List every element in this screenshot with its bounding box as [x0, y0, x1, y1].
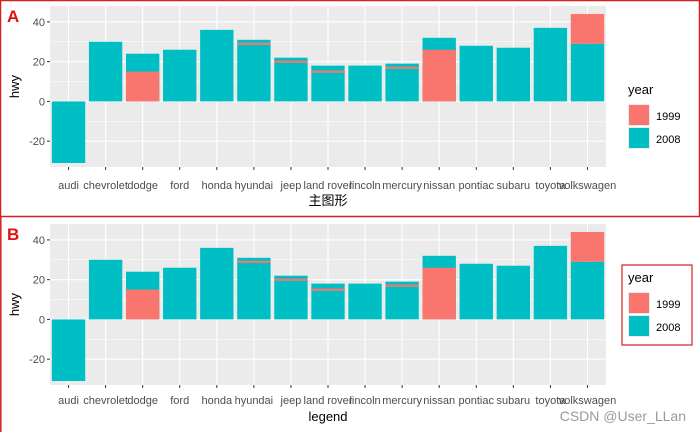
- bar-2008-lincoln: [348, 283, 382, 320]
- bar-1999-dodge: [125, 289, 160, 320]
- bar-1999-dodge: [125, 71, 160, 102]
- x-tick-label: toyota: [535, 395, 566, 407]
- bar-2008-pontiac: [459, 45, 493, 102]
- bar-2008-chevrolet: [88, 259, 123, 320]
- watermark: CSDN @User_LLan: [559, 408, 686, 424]
- chart-panel-b: -20 0 20 40 audi chevrolet dodge ford honda hyund…: [7, 224, 693, 424]
- x-tick-label: dodge: [127, 180, 158, 192]
- legend: year 1999 2008: [628, 82, 680, 149]
- bar-1999-hyundai: [237, 260, 271, 263]
- x-tick-label: audi: [58, 180, 79, 192]
- x-tick-label: volkswagen: [559, 180, 616, 192]
- y-tick-label: 0: [39, 314, 45, 326]
- x-tick-label: pontiac: [459, 180, 495, 192]
- x-tick-label: land rover: [304, 180, 353, 192]
- bar-2008-audi: [51, 101, 86, 164]
- legend-key-2008: [629, 128, 649, 148]
- bar-2008-subaru: [496, 265, 531, 320]
- y-tick-label: 40: [33, 235, 45, 247]
- legend: year 1999 2008: [621, 264, 693, 346]
- x-tick-label: nissan: [423, 395, 455, 407]
- x-tick-label: pontiac: [459, 395, 495, 407]
- legend-label-2008: 2008: [656, 322, 680, 334]
- bar-2008-toyota: [533, 245, 568, 320]
- bar-2008-honda: [200, 29, 234, 102]
- legend-key-1999: [629, 105, 649, 125]
- x-tick-label: lincoln: [349, 180, 380, 192]
- x-tick-label: toyota: [535, 180, 566, 192]
- y-axis-title: hwy: [7, 74, 22, 98]
- panel-label: A: [7, 7, 19, 26]
- bar-1999-hyundai: [237, 42, 271, 45]
- y-tick-label: 20: [33, 275, 45, 287]
- bar-1999-nissan: [422, 49, 456, 102]
- legend-label-2008: 2008: [656, 134, 680, 146]
- bar-2008-mercury: [385, 281, 419, 320]
- legend-title: year: [628, 270, 654, 285]
- bar-2008-hyundai: [237, 257, 271, 320]
- bar-1999-land-rover: [311, 70, 345, 73]
- legend-key-1999: [629, 293, 649, 313]
- y-tick-label: 40: [33, 17, 45, 29]
- bar-1999-jeep: [274, 60, 308, 63]
- x-tick-label: ford: [170, 180, 189, 192]
- bar-2008-jeep: [274, 57, 308, 102]
- bar-2008-mercury: [385, 63, 419, 102]
- x-tick-label: mercury: [382, 395, 422, 407]
- x-tick-label: hyundai: [235, 180, 274, 192]
- bar-2008-lincoln: [348, 65, 382, 102]
- bar-2008-hyundai: [237, 39, 271, 102]
- x-tick-label: land rover: [304, 395, 353, 407]
- legend-key-2008: [629, 316, 649, 336]
- bar-1999-nissan: [422, 267, 456, 320]
- bar-2008-ford: [163, 49, 197, 102]
- bar-2008-toyota: [533, 27, 568, 102]
- panel-label: B: [7, 225, 19, 244]
- x-tick-label: lincoln: [349, 395, 380, 407]
- x-tick-label: subaru: [497, 395, 531, 407]
- chart-panel-a: -20 0 20 40 audi chevrolet dodge ford honda hyund…: [7, 6, 680, 208]
- x-tick-label: ford: [170, 395, 189, 407]
- bar-2008-volkswagen: [570, 261, 605, 320]
- y-tick-label: -20: [29, 136, 45, 148]
- x-tick-label: volkswagen: [559, 395, 616, 407]
- x-tick-label: jeep: [280, 395, 302, 407]
- bar-1999-jeep: [274, 278, 308, 281]
- x-tick-label: nissan: [423, 180, 455, 192]
- x-tick-label: jeep: [280, 180, 302, 192]
- bar-1999-mercury: [385, 284, 419, 287]
- bar-2008-audi: [51, 319, 86, 382]
- x-tick-label: hyundai: [235, 395, 274, 407]
- bar-2008-pontiac: [459, 263, 493, 320]
- legend-label-1999: 1999: [656, 111, 680, 123]
- bar-2008-volkswagen: [570, 43, 605, 102]
- bar-2008-jeep: [274, 275, 308, 320]
- x-tick-label: mercury: [382, 180, 422, 192]
- y-tick-label: -20: [29, 354, 45, 366]
- y-tick-label: 20: [33, 57, 45, 69]
- x-tick-label: chevrolet: [83, 395, 128, 407]
- x-tick-label: subaru: [497, 180, 531, 192]
- x-tick-label: dodge: [127, 395, 158, 407]
- bar-1999-volkswagen: [570, 231, 605, 262]
- x-tick-label: honda: [202, 395, 233, 407]
- bar-2008-ford: [163, 267, 197, 320]
- x-tick-label: audi: [58, 395, 79, 407]
- x-tick-label: chevrolet: [83, 180, 128, 192]
- bar-2008-chevrolet: [88, 41, 123, 102]
- bar-2008-honda: [200, 247, 234, 320]
- legend-title: year: [628, 82, 654, 97]
- x-axis-title: legend: [308, 409, 347, 424]
- bar-2008-subaru: [496, 47, 531, 102]
- y-tick-label: 0: [39, 96, 45, 108]
- bar-1999-volkswagen: [570, 13, 605, 44]
- x-tick-label: honda: [202, 180, 233, 192]
- y-axis-title: hwy: [7, 292, 22, 316]
- x-axis-title: 主图形: [308, 193, 347, 208]
- legend-label-1999: 1999: [656, 299, 680, 311]
- bar-1999-land-rover: [311, 288, 345, 291]
- bar-1999-mercury: [385, 66, 419, 69]
